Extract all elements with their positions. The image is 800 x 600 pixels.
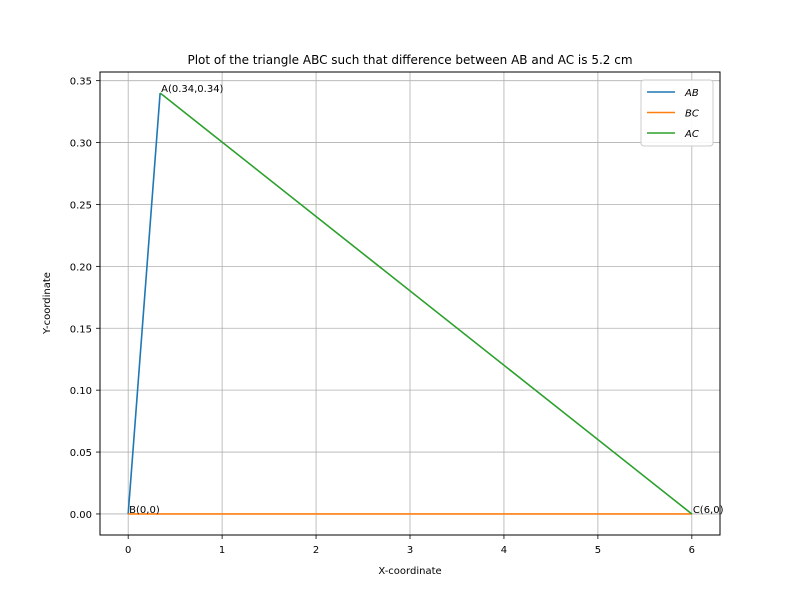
y-axis-title: Y-coordinate — [42, 272, 53, 335]
legend-label-ac: AC — [684, 129, 699, 140]
point-label: C(6,0) — [693, 505, 724, 516]
x-tick-label: 0 — [125, 545, 131, 556]
point-label: A(0.34,0.34) — [161, 84, 223, 95]
y-tick-label: 0.20 — [70, 262, 92, 273]
chart-title: Plot of the triangle ABC such that diffe… — [187, 53, 632, 67]
axis-ticks: 0 1 2 3 4 5 6 0.00 0.05 0.10 0.15 0.20 0.25 0.30 0.35 — [70, 77, 695, 556]
series-lines — [127, 92, 693, 515]
x-tick-label: 3 — [407, 545, 413, 556]
x-tick-label: 1 — [219, 545, 225, 556]
x-tick-label: 5 — [595, 545, 601, 556]
y-tick-label: 0.35 — [70, 77, 92, 88]
series-line-ac — [159, 92, 693, 515]
legend: AB BC AC — [640, 79, 714, 147]
y-tick-label: 0.00 — [70, 510, 92, 521]
y-tick-label: 0.05 — [70, 448, 92, 459]
y-tick-label: 0.10 — [70, 386, 92, 397]
x-tick-label: 2 — [313, 545, 319, 556]
legend-label-bc: BC — [685, 109, 699, 120]
x-axis-title: X-coordinate — [378, 566, 441, 577]
point-label: B(0,0) — [129, 505, 160, 516]
point-annotations: A(0.34,0.34) B(0,0) C(6,0) — [129, 84, 723, 516]
x-tick-label: 4 — [501, 545, 507, 556]
y-tick-label: 0.15 — [70, 324, 92, 335]
x-tick-label: 6 — [689, 545, 695, 556]
series-line-ab — [127, 92, 161, 515]
y-tick-label: 0.25 — [70, 200, 92, 211]
legend-box — [640, 79, 714, 147]
legend-label-ab: AB — [684, 88, 699, 99]
y-tick-label: 0.30 — [70, 139, 92, 150]
